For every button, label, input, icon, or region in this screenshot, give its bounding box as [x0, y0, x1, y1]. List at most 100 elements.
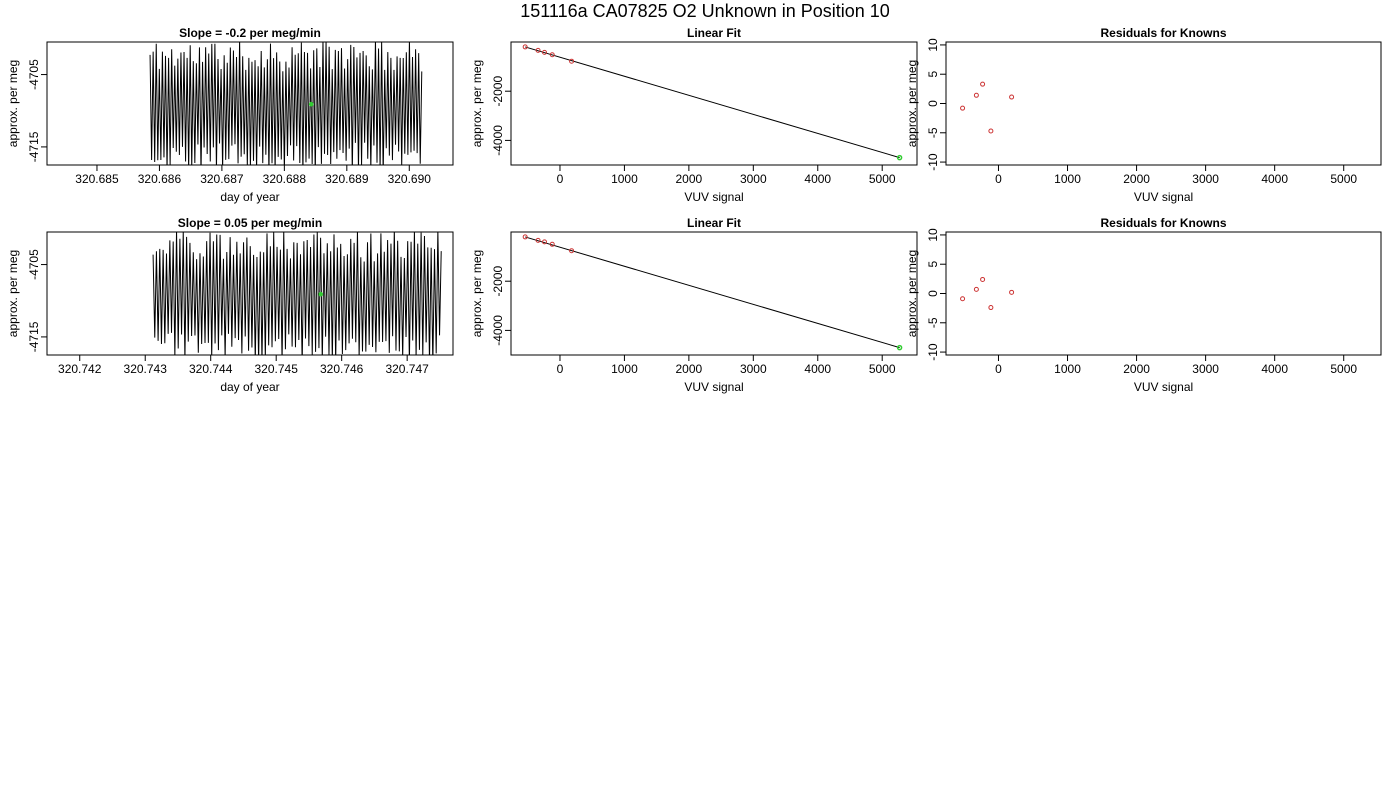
- x-tick-label: 320.690: [388, 172, 432, 186]
- x-tick-label: 4000: [804, 172, 831, 186]
- plot-frame: [46, 41, 454, 166]
- y-tick-label: -4705: [27, 59, 41, 90]
- unknown-point: [896, 344, 903, 351]
- unknown-point: [318, 291, 324, 297]
- y-tick-label: 5: [926, 71, 940, 78]
- plot-marks: [522, 234, 903, 351]
- panel-title: Residuals for Knowns: [1100, 216, 1226, 230]
- known-point: [535, 47, 541, 53]
- panel-title: Slope = -0.2 per meg/min: [179, 26, 321, 40]
- known-point: [569, 58, 575, 64]
- x-tick-label: 3000: [740, 172, 767, 186]
- y-axis-label: approx. per meg: [6, 250, 20, 337]
- residual-point: [988, 128, 994, 134]
- x-axis-label: day of year: [220, 190, 279, 204]
- residual-point: [960, 296, 966, 302]
- residual-point: [988, 305, 994, 311]
- x-tick-label: 320.688: [263, 172, 307, 186]
- x-tick-label: 320.686: [138, 172, 182, 186]
- x-tick-label: 320.743: [124, 362, 168, 376]
- panel-row2-timeseries: Slope = 0.05 per meg/min 320.742 320.743 32…: [6, 216, 454, 394]
- residual-point: [960, 105, 966, 111]
- y-tick-label: -2000: [491, 266, 505, 297]
- x-tick-label: 1000: [611, 362, 638, 376]
- x-axis-label: VUV signal: [684, 380, 743, 394]
- y-tick-label: -5: [926, 317, 940, 328]
- x-tick-label: 0: [557, 172, 564, 186]
- residual-point: [1009, 94, 1015, 100]
- y-axis-label: approx. per meg: [6, 60, 20, 147]
- panels: Slope = -0.2 per meg/min 320.685 320.686 32…: [6, 26, 1382, 394]
- y-axis-label: approx. per meg: [905, 60, 919, 147]
- unknown-point: [308, 101, 314, 107]
- known-point: [535, 237, 541, 243]
- x-tick-label: 0: [557, 362, 564, 376]
- figure-title: 151116a CA07825 O2 Unknown in Position 1…: [520, 1, 890, 21]
- x-axis-label: day of year: [220, 380, 279, 394]
- panel-title: Linear Fit: [687, 216, 741, 230]
- trace-line: [152, 232, 442, 355]
- x-axis-label: VUV signal: [684, 190, 743, 204]
- trace-line: [149, 42, 423, 165]
- panel-row2-residuals: Residuals for Knowns 0 1000 2000 3000 4000 500…: [905, 216, 1382, 394]
- x-tick-label: 2000: [676, 172, 703, 186]
- y-tick-label: -4715: [27, 131, 41, 162]
- fit-line: [525, 236, 900, 349]
- plot-frame: [510, 231, 918, 356]
- known-point: [569, 248, 575, 254]
- x-tick-label: 4000: [1261, 362, 1288, 376]
- y-tick-label: -10: [926, 343, 940, 361]
- x-tick-label: 5000: [1330, 362, 1357, 376]
- x-axis-label: VUV signal: [1134, 380, 1193, 394]
- plot-frame: [510, 41, 918, 166]
- plot-marks: [960, 276, 1015, 311]
- x-tick-label: 4000: [804, 362, 831, 376]
- plot-frame: [945, 231, 1382, 356]
- x-tick-label: 3000: [1192, 362, 1219, 376]
- plot-marks: [522, 44, 903, 161]
- x-tick-label: 2000: [1123, 172, 1150, 186]
- known-point: [522, 44, 528, 50]
- panel-row2-linearfit: Linear Fit 0 1000 2000 3000 4000 5000 -2000 -400…: [470, 216, 918, 394]
- x-tick-label: 320.742: [58, 362, 102, 376]
- y-tick-label: 0: [926, 290, 940, 297]
- x-tick-label: 320.685: [75, 172, 119, 186]
- y-tick-label: -4705: [27, 249, 41, 280]
- x-tick-label: 4000: [1261, 172, 1288, 186]
- panel-title: Residuals for Knowns: [1100, 26, 1226, 40]
- fit-line: [525, 46, 900, 159]
- x-tick-label: 2000: [676, 362, 703, 376]
- known-point: [542, 49, 548, 55]
- y-tick-label: -4715: [27, 321, 41, 352]
- x-tick-label: 320.689: [325, 172, 369, 186]
- y-tick-label: -5: [926, 127, 940, 138]
- y-tick-label: 10: [926, 38, 940, 52]
- x-tick-label: 320.687: [200, 172, 244, 186]
- x-tick-label: 320.747: [385, 362, 429, 376]
- plot-marks: [149, 42, 423, 165]
- x-tick-label: 0: [995, 362, 1002, 376]
- y-tick-label: 10: [926, 228, 940, 242]
- unknown-point: [896, 154, 903, 161]
- residual-point: [973, 286, 979, 292]
- known-point: [522, 234, 528, 240]
- x-tick-label: 320.745: [254, 362, 298, 376]
- x-tick-label: 1000: [611, 172, 638, 186]
- known-point: [542, 239, 548, 245]
- x-tick-label: 2000: [1123, 362, 1150, 376]
- x-tick-label: 320.746: [320, 362, 364, 376]
- residual-point: [973, 92, 979, 98]
- plot-frame: [46, 231, 454, 356]
- plot-marks: [152, 232, 442, 355]
- y-axis-label: approx. per meg: [905, 250, 919, 337]
- y-tick-label: 0: [926, 100, 940, 107]
- x-tick-label: 3000: [1192, 172, 1219, 186]
- plot-frame: [945, 41, 1382, 166]
- residual-point: [980, 81, 986, 87]
- panel-row1-residuals: Residuals for Knowns 0 1000 2000 3000 4000 500…: [905, 26, 1382, 204]
- x-tick-label: 5000: [869, 172, 896, 186]
- y-tick-label: -2000: [491, 76, 505, 107]
- x-tick-label: 1000: [1054, 362, 1081, 376]
- known-point: [549, 52, 555, 58]
